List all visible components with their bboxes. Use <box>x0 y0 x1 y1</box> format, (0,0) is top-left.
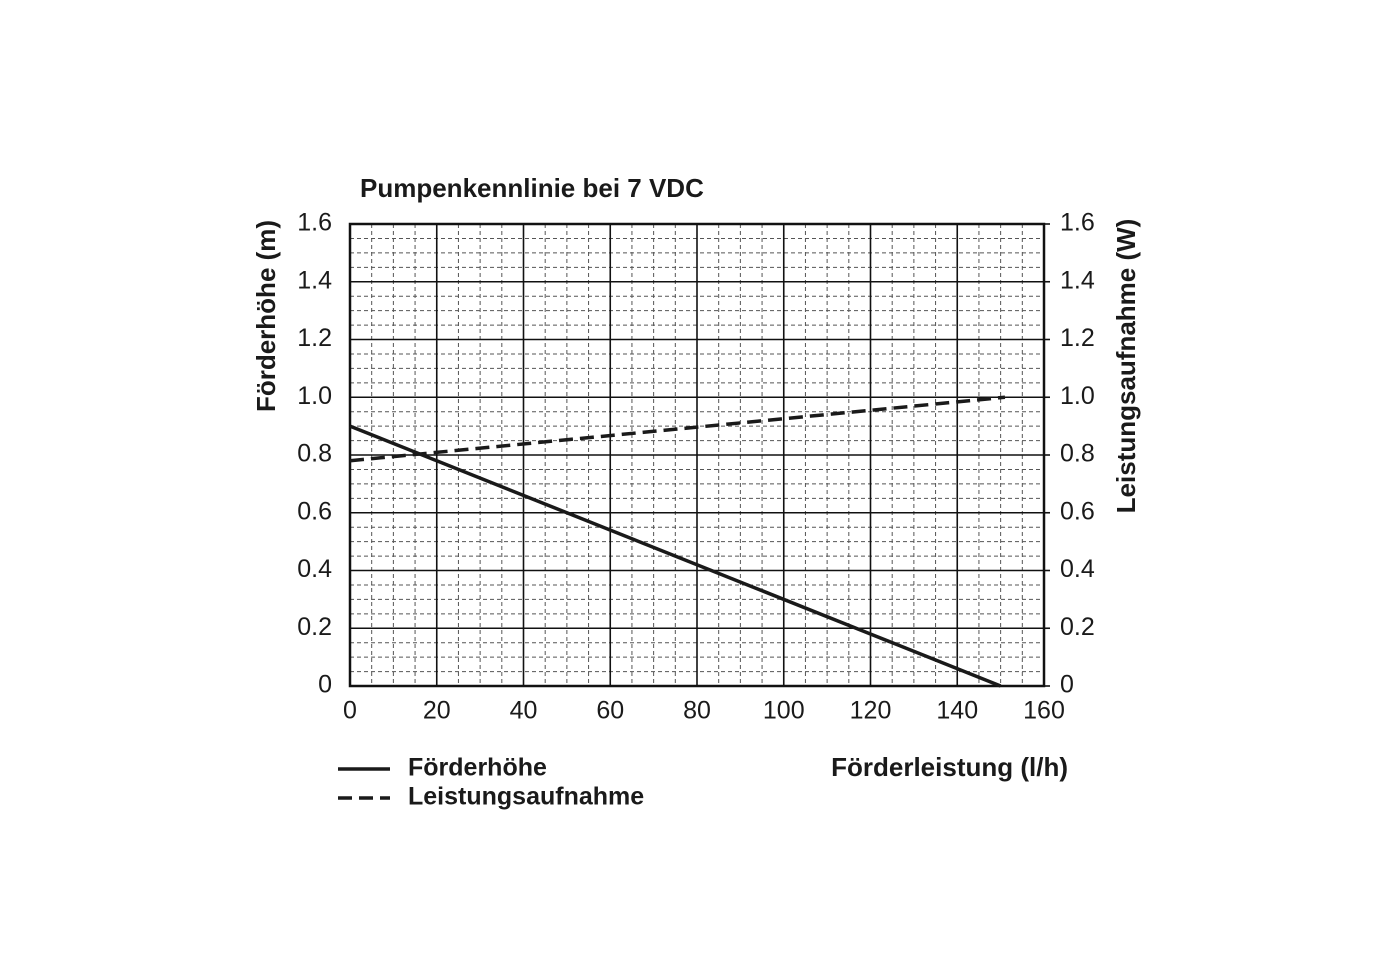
y-tick-label: 0 <box>318 671 332 699</box>
y2-tick-label: 1.6 <box>1060 209 1095 237</box>
x-tick-label: 100 <box>763 697 805 725</box>
y2-tick-label: 1.2 <box>1060 324 1095 352</box>
series-line <box>349 424 1002 688</box>
chart-title: Pumpenkennlinie bei 7 VDC <box>360 173 704 203</box>
y-tick-label: 1.2 <box>297 324 332 352</box>
y-tick-label: 0.8 <box>297 440 332 468</box>
y-tick-label: 1.0 <box>297 382 332 410</box>
legend-label: Leistungsaufnahme <box>408 783 644 811</box>
y-tick-label: 0.6 <box>297 497 332 525</box>
y2-tick-label: 0 <box>1060 671 1074 699</box>
y2-axis-label: Leistungsaufnahme (W) <box>1111 219 1141 514</box>
y-tick-label: 0.4 <box>297 555 332 583</box>
series-line <box>349 395 1006 463</box>
y-tick-label: 1.4 <box>297 266 332 294</box>
x-tick-label: 20 <box>423 697 451 725</box>
x-tick-label: 0 <box>343 697 357 725</box>
x-tick-label: 60 <box>596 697 624 725</box>
y2-tick-label: 1.4 <box>1060 266 1095 294</box>
y2-tick-label: 0.4 <box>1060 555 1095 583</box>
x-tick-label: 140 <box>936 697 978 725</box>
x-tick-label: 120 <box>850 697 892 725</box>
x-tick-label: 40 <box>510 697 538 725</box>
y2-tick-label: 0.6 <box>1060 497 1095 525</box>
y-axis-label: Förderhöhe (m) <box>251 220 281 412</box>
y2-tick-label: 1.0 <box>1060 382 1095 410</box>
y2-tick-label: 0.8 <box>1060 440 1095 468</box>
plot-frame <box>348 222 1046 688</box>
x-tick-label: 160 <box>1023 697 1065 725</box>
y2-tick-label: 0.2 <box>1060 613 1095 641</box>
x-tick-label: 80 <box>683 697 711 725</box>
x-axis-label: Förderleistung (l/h) <box>831 752 1068 782</box>
y-tick-label: 0.2 <box>297 613 332 641</box>
legend-label: Förderhöhe <box>408 754 547 782</box>
y-tick-label: 1.6 <box>297 209 332 237</box>
